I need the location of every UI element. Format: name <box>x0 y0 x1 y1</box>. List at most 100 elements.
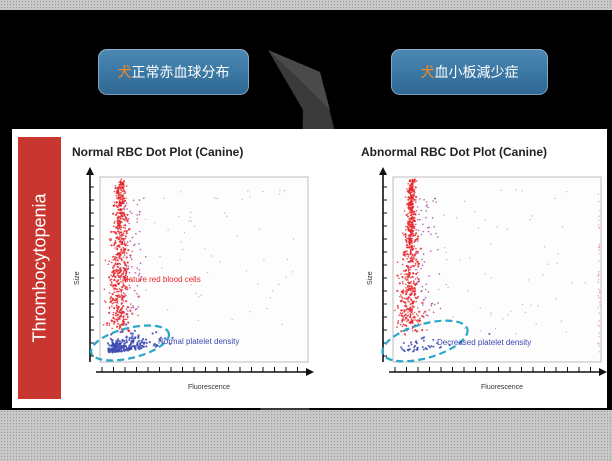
reticulocyte-point <box>121 297 124 299</box>
rbc-point <box>411 288 414 291</box>
scatter-point <box>292 238 295 240</box>
rbc-point <box>117 319 119 321</box>
rbc-point <box>406 278 409 280</box>
reticulocyte-point <box>120 267 122 269</box>
rbc-point <box>125 197 127 200</box>
rbc-point <box>118 295 121 297</box>
bottom-border <box>0 410 612 461</box>
scatter-point <box>292 271 294 273</box>
rbc-point <box>417 295 420 298</box>
rbc-point <box>115 256 118 259</box>
rbc-point <box>124 192 127 194</box>
rbc-point <box>121 190 124 193</box>
rbc-point <box>116 221 119 224</box>
rbc-point <box>115 325 119 328</box>
platelet-point <box>159 336 162 339</box>
scatter-point <box>500 189 503 191</box>
rbc-point <box>120 178 123 180</box>
rbc-point <box>110 297 112 299</box>
rbc-point <box>403 310 406 313</box>
rbc-point <box>120 224 122 227</box>
platelet-point <box>128 338 131 341</box>
rbc-point <box>122 197 125 200</box>
y-axis-label: Size <box>367 271 374 285</box>
rbc-point <box>412 303 414 305</box>
platelet-point <box>134 337 137 340</box>
rbc-point <box>406 320 408 323</box>
platelet-point <box>410 341 412 344</box>
rbc-point <box>405 225 407 228</box>
rbc-point <box>118 262 121 265</box>
reticulocyte-point <box>123 269 126 271</box>
platelet-point <box>138 343 141 346</box>
reticulocyte-point <box>132 199 135 202</box>
rbc-point <box>396 261 399 263</box>
rbc-point <box>415 300 417 303</box>
rbc-point <box>137 314 139 317</box>
rbc-point <box>417 265 420 268</box>
rbc-point <box>114 259 117 262</box>
reticulocyte-point <box>419 198 421 200</box>
normal-rbc-distribution-button[interactable]: 犬正常赤血球分布 <box>98 49 249 95</box>
rbc-point <box>113 264 116 267</box>
rbc-point <box>117 189 119 191</box>
platelet-point <box>401 348 404 351</box>
scatter-point <box>469 257 471 259</box>
rbc-point <box>129 309 132 312</box>
platelet-point <box>407 344 410 347</box>
rbc-point <box>123 324 125 326</box>
rbc-point <box>415 247 417 250</box>
platelet-point <box>133 329 136 332</box>
rbc-point <box>409 250 412 252</box>
scatter-point <box>159 255 161 258</box>
rbc-point <box>403 315 405 318</box>
rbc-point <box>406 273 409 275</box>
platelet-ellipse <box>381 319 469 363</box>
scatter-point <box>178 215 180 218</box>
scatter-point <box>452 316 454 318</box>
thrombocytopenia-button[interactable]: 犬血小板減少症 <box>391 49 548 95</box>
rbc-point <box>114 272 117 274</box>
rbc-point <box>110 295 112 298</box>
platelet-point <box>144 338 148 341</box>
scatter-point <box>490 314 492 316</box>
scatter-point <box>459 259 461 261</box>
rbc-point <box>111 300 113 302</box>
rbc-point <box>411 206 414 208</box>
rbc-point <box>411 179 414 182</box>
rbc-point <box>116 197 119 200</box>
reticulocyte-point <box>138 242 140 245</box>
platelet-point <box>448 344 451 347</box>
rbc-point <box>117 316 120 319</box>
platelet-point <box>108 344 111 347</box>
rbc-point <box>118 311 121 314</box>
rbc-point <box>126 244 129 247</box>
rbc-point <box>115 194 118 197</box>
rbc-point <box>117 282 119 285</box>
reticulocyte-point <box>439 307 442 310</box>
rbc-point <box>417 278 420 281</box>
rbc-point <box>409 268 411 271</box>
reticulocyte-point <box>410 232 412 234</box>
rbc-point <box>401 297 403 299</box>
rbc-point <box>112 271 114 273</box>
rbc-point <box>423 316 425 318</box>
rbc-point <box>120 243 123 246</box>
reticulocyte-point <box>129 210 131 213</box>
platelet-point <box>148 341 151 344</box>
platelet-point <box>137 335 140 338</box>
platelet-point <box>134 348 137 351</box>
scatter-point <box>524 311 527 313</box>
edge-point <box>597 274 600 276</box>
rbc-point <box>409 276 412 279</box>
reticulocyte-point <box>423 198 425 201</box>
scatter-point <box>561 226 564 228</box>
rbc-point <box>407 202 409 204</box>
rbc-point <box>403 305 406 307</box>
rbc-point <box>123 190 126 193</box>
rbc-point <box>116 246 118 248</box>
rbc-point <box>123 243 126 245</box>
platelet-point <box>119 346 122 349</box>
rbc-point <box>117 323 119 325</box>
rbc-point <box>413 283 417 286</box>
